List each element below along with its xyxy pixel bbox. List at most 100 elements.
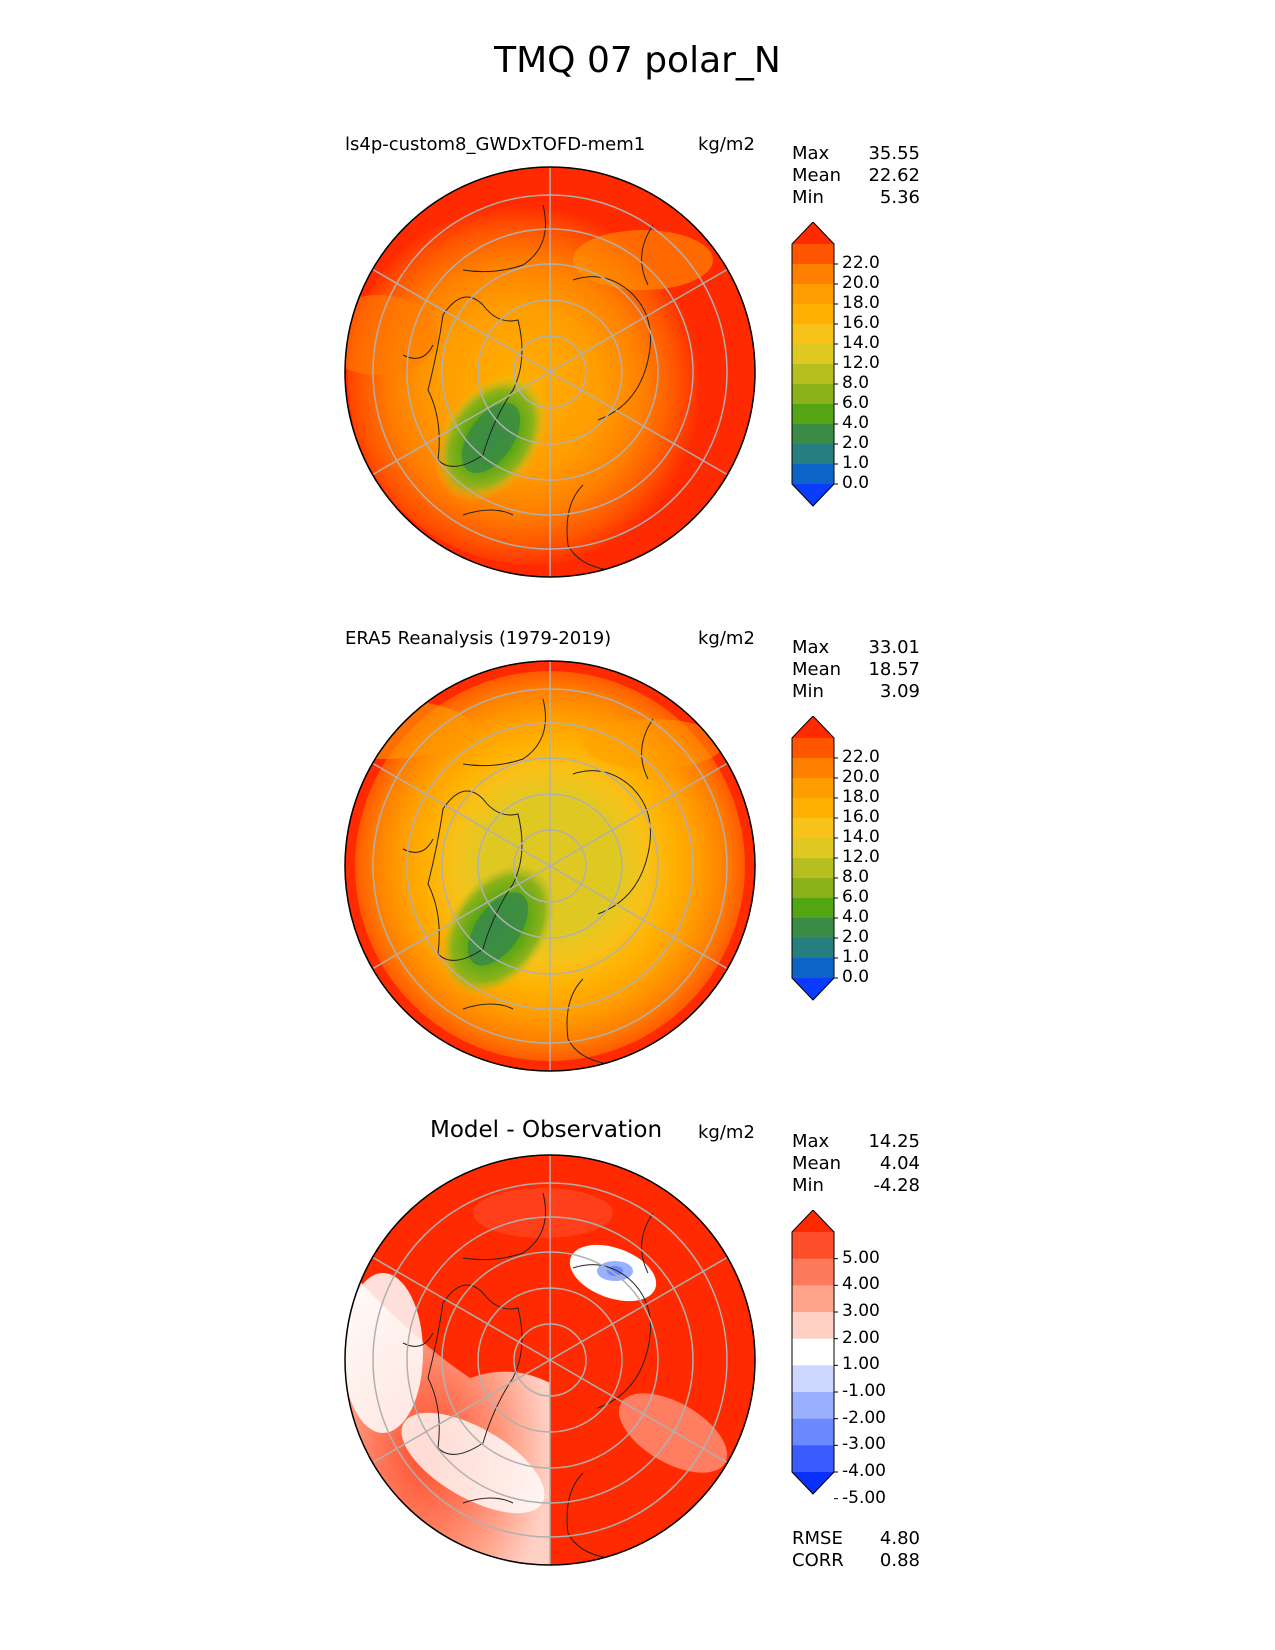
colorbar-tick-label: 4.0 — [842, 907, 870, 927]
colorbar-tick-label: 14.0 — [842, 827, 880, 847]
colorbar-band — [792, 878, 834, 899]
metric-value: 0.88 — [879, 1550, 920, 1571]
stat-label: Max — [792, 1131, 830, 1152]
colorbar-tick-label: -2.00 — [842, 1407, 886, 1428]
colorbar-extend-top — [792, 222, 834, 244]
colorbar-tick-label: 2.00 — [842, 1327, 880, 1348]
colorbar-band — [792, 1338, 834, 1366]
colorbar-tick-label: 12.0 — [842, 353, 880, 373]
polar-map-obs — [344, 660, 756, 1072]
stat-value: -4.28 — [873, 1175, 920, 1196]
panel-title: Model - Observation — [430, 1117, 663, 1143]
colorbar-extend-bottom — [792, 1472, 834, 1494]
colorbar-tick-label: 5.00 — [842, 1247, 880, 1268]
colorbar-tick-label: 18.0 — [842, 293, 880, 313]
polar-map-diff — [344, 1154, 756, 1566]
stat-label: Min — [792, 187, 824, 208]
colorbar-band — [792, 1365, 834, 1393]
panel-stats: Max 14.25 Mean 4.04 Min -4.28 — [792, 1131, 920, 1197]
colorbar-tick-label: 6.0 — [842, 887, 870, 907]
stat-value: 14.25 — [868, 1131, 920, 1152]
colorbar-band — [792, 1285, 834, 1313]
colorbar-band — [792, 1312, 834, 1340]
colorbar-band — [792, 1258, 834, 1286]
colorbar-tick-label: 4.0 — [842, 413, 870, 433]
colorbar-tick-label: 20.0 — [842, 767, 880, 787]
stat-value: 33.01 — [868, 637, 920, 658]
metrics-block: RMSE 4.80 CORR 0.88 — [792, 1528, 920, 1572]
panel-units: kg/m2 — [698, 134, 755, 155]
colorbar-tick-label: -4.00 — [842, 1461, 886, 1481]
stat-label: Max — [792, 637, 830, 658]
colorbar-diff — [791, 1210, 838, 1500]
colorbar-band — [792, 898, 834, 919]
colorbar-band — [792, 1445, 834, 1473]
colorbar-band — [792, 1232, 834, 1260]
stat-label: Max — [792, 143, 830, 164]
colorbar-tick-label: 3.00 — [842, 1301, 880, 1321]
colorbar-tick-label: 2.0 — [842, 927, 870, 947]
colorbar-tick-label: 2.0 — [842, 433, 870, 453]
colorbar-band — [792, 798, 834, 819]
colorbar-tick-label: 22.0 — [842, 253, 880, 273]
colorbar-band — [792, 838, 834, 859]
panel-title: ls4p-custom8_GWDxTOFD-mem1 — [345, 134, 646, 155]
colorbar-extend-bottom — [792, 978, 834, 1000]
colorbar-tick-label: 16.0 — [842, 313, 880, 333]
colorbar-tick-label: 4.00 — [842, 1274, 880, 1295]
figure-title: TMQ 07 polar_N — [494, 40, 781, 81]
colorbar-tick-label: 1.00 — [842, 1354, 880, 1375]
panel-title: ERA5 Reanalysis (1979-2019) — [345, 628, 612, 649]
colorbar-tick-label: -5.00 — [842, 1487, 886, 1508]
stat-label: Min — [792, 681, 824, 702]
panel-model: ls4p-custom8_GWDxTOFD-mem1 kg/m2 Max 35.5… — [0, 0, 1275, 470]
panel-units: kg/m2 — [698, 1122, 755, 1143]
stat-label: Mean — [792, 659, 842, 680]
panel-stats: Max 33.01 Mean 18.57 Min 3.09 — [792, 637, 920, 703]
metric-label: CORR — [792, 1550, 844, 1571]
colorbar-tick-label: 8.0 — [842, 867, 870, 887]
stat-value: 18.57 — [868, 659, 920, 680]
metric-label: RMSE — [792, 1528, 843, 1549]
colorbar-band — [792, 364, 834, 385]
colorbar-band — [792, 918, 834, 939]
colorbar-extend-top — [792, 716, 834, 738]
colorbar-extend-bottom — [792, 484, 834, 506]
colorbar-band — [792, 858, 834, 879]
colorbar-band — [792, 304, 834, 325]
metric-value: 4.80 — [879, 1528, 920, 1549]
colorbar-model — [791, 222, 838, 507]
colorbar-tick-label: -1.00 — [842, 1381, 886, 1401]
colorbar-tick-label: 20.0 — [842, 273, 880, 293]
panel-obs: ERA5 Reanalysis (1979-2019) kg/m2 Max 33.… — [0, 0, 1275, 702]
stat-value: 4.04 — [879, 1153, 920, 1174]
stat-label: Mean — [792, 1153, 842, 1174]
colorbar-band — [792, 244, 834, 265]
colorbar-band — [792, 738, 834, 759]
colorbar-band — [792, 384, 834, 405]
stat-label: Min — [792, 1175, 824, 1196]
colorbar-band — [792, 344, 834, 365]
colorbar-tick-label: 0.0 — [842, 473, 870, 493]
colorbar-extend-top — [792, 1210, 834, 1232]
colorbar-band — [792, 444, 834, 465]
stat-value: 22.62 — [868, 165, 920, 186]
colorbar-tick-label: 8.0 — [842, 373, 870, 393]
polar-map-model — [344, 166, 756, 578]
colorbar-tick-label: 1.0 — [842, 453, 870, 473]
colorbar-tick-label: 14.0 — [842, 333, 880, 353]
colorbar-band — [792, 404, 834, 425]
colorbar-tick-label: 0.0 — [842, 967, 870, 987]
stat-label: Mean — [792, 165, 842, 186]
colorbar-tick-label: -3.00 — [842, 1434, 886, 1455]
colorbar-band — [792, 818, 834, 839]
colorbar-band — [792, 324, 834, 345]
colorbar-tick-label: 12.0 — [842, 847, 880, 867]
colorbar-obs — [791, 716, 838, 1001]
colorbar-band — [792, 958, 834, 979]
colorbar-band — [792, 938, 834, 959]
colorbar-band — [792, 1418, 834, 1446]
panel-units: kg/m2 — [698, 628, 755, 649]
panel-stats: Max 35.55 Mean 22.62 Min 5.36 — [792, 143, 920, 209]
colorbar-band — [792, 778, 834, 799]
